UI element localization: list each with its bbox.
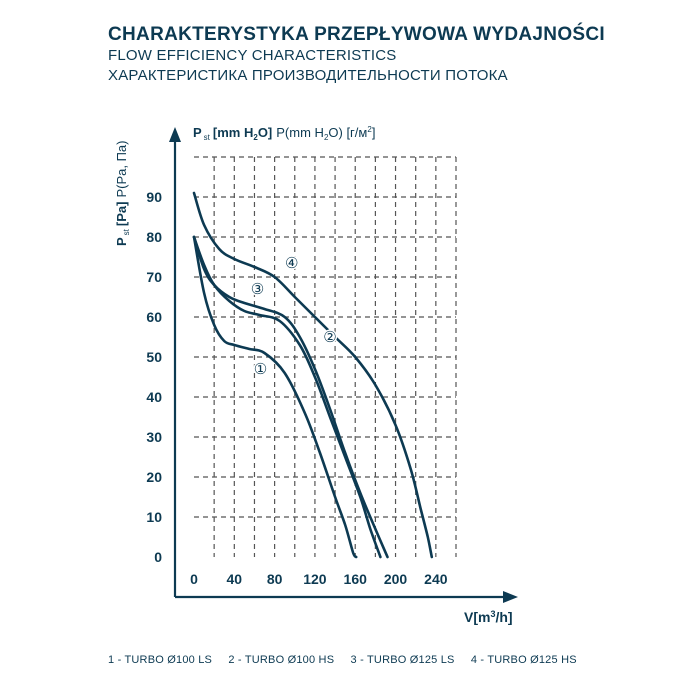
title-polish: CHARAKTERYSTYKA PRZEPŁYWOWA WYDAJNOŚCI — [108, 24, 605, 45]
curve-marker-3: ③ — [251, 281, 264, 298]
y-tick-label: 80 — [146, 229, 162, 245]
legend-item-2: 2 - TURBO Ø100 HS — [228, 654, 335, 666]
tick-labels: 0 10 20 30 40 50 60 70 80 90 0 40 80 120 160 200 240 — [146, 189, 447, 587]
curve-1 — [192, 235, 358, 559]
x-axis-arrow — [503, 591, 518, 603]
y-tick-label: 40 — [146, 389, 162, 405]
x-tick-label: 40 — [227, 571, 243, 587]
curve-marker-1: ① — [254, 361, 267, 378]
curve-3 — [192, 235, 389, 559]
x-axis-label: V[m3/h] — [464, 609, 513, 625]
legend-item-1: 1 - TURBO Ø100 LS — [108, 654, 213, 666]
x-tick-label: 0 — [190, 571, 198, 587]
y-axis-side-label: Pst[Pa]P(Pa, Па) — [114, 141, 131, 247]
y-tick-label: 60 — [146, 309, 162, 325]
title-russian: ХАРАКТЕРИСТИКА ПРОИЗВОДИТЕЛЬНОСТИ ПОТОКА — [108, 67, 508, 84]
x-tick-label: 80 — [267, 571, 283, 587]
legend-item-4: 4 - TURBO Ø125 HS — [470, 654, 577, 666]
curve-marker-2: ② — [323, 329, 336, 346]
curves — [192, 191, 434, 559]
y-tick-label: 70 — [146, 269, 162, 285]
chart-headline: CHARAKTERYSTYKA PRZEPŁYWOWA WYDAJNOŚCI F… — [108, 24, 605, 86]
legend-item-3: 3 - TURBO Ø125 LS — [350, 654, 455, 666]
y-tick-label: 10 — [146, 509, 162, 525]
curve-4 — [192, 191, 434, 559]
title-english: FLOW EFFICIENCY CHARACTERISTICS — [108, 47, 397, 64]
x-tick-label: 120 — [303, 571, 327, 587]
curve-markers: ① ② ③ ④ — [249, 254, 338, 380]
y-tick-label: 20 — [146, 469, 162, 485]
x-tick-label: 160 — [344, 571, 368, 587]
axes — [169, 127, 518, 603]
x-tick-label: 200 — [384, 571, 408, 587]
y-tick-label: 30 — [146, 429, 162, 445]
y-axis-arrow — [169, 127, 181, 142]
x-tick-label: 240 — [424, 571, 448, 587]
legend: 1 - TURBO Ø100 LS 2 - TURBO Ø100 HS 3 - … — [108, 654, 590, 666]
y-tick-label: 50 — [146, 349, 162, 365]
y-tick-label: 0 — [154, 549, 162, 565]
y-tick-label: 90 — [146, 189, 162, 205]
curve-marker-4: ④ — [285, 255, 298, 272]
